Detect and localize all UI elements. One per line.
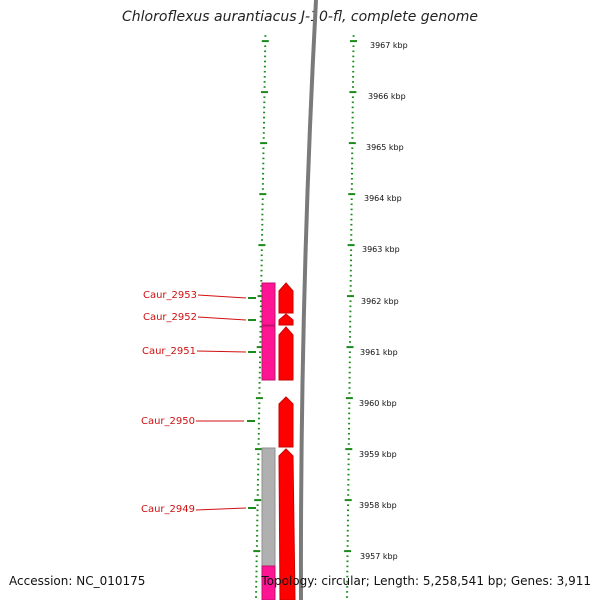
kbp-label: 3957 kbp (360, 552, 398, 561)
gene-arrow-caur-2952[interactable] (278, 313, 294, 326)
kbp-label: 3963 kbp (362, 245, 400, 254)
kbp-label: 3967 kbp (370, 41, 408, 50)
gene-arrow-caur-2951[interactable] (278, 326, 294, 381)
kbp-label: 3959 kbp (359, 450, 397, 459)
accession-text: Accession: NC_010175 (9, 574, 146, 588)
kbp-label: 3965 kbp (366, 143, 404, 152)
gene-leader-line (196, 350, 247, 353)
genome-backbone (298, 0, 318, 600)
gene-label[interactable]: Caur_2952 (143, 312, 197, 323)
cds-block-bottom[interactable] (261, 565, 276, 600)
gene-label[interactable]: Caur_2953 (143, 290, 197, 301)
genome-info-text: Topology: circular; Length: 5,258,541 bp… (261, 574, 591, 588)
gene-label[interactable]: Caur_2951 (142, 346, 196, 357)
map-title: Chloroflexus aurantiacus J-10-fl, comple… (122, 9, 478, 25)
kbp-label: 3960 kbp (359, 399, 397, 408)
gene-labels: Caur_2953 Caur_2952 Caur_2951 Caur_2950 … (141, 290, 256, 515)
gene-arrow-caur-2949[interactable] (278, 448, 296, 600)
kbp-label: 3966 kbp (368, 92, 406, 101)
kbp-label: 3958 kbp (359, 501, 397, 510)
outer-tick-ring (344, 35, 357, 598)
gene-leader-line (197, 316, 247, 321)
gene-label[interactable]: Caur_2950 (141, 416, 195, 427)
gene-leader-line (195, 507, 247, 511)
kbp-labels: 3967 kbp 3966 kbp 3965 kbp 3964 kbp 3963… (359, 41, 408, 561)
gene-arrow-caur-2953[interactable] (278, 282, 294, 314)
kbp-label: 3961 kbp (360, 348, 398, 357)
gene-arrow-caur-2950[interactable] (278, 396, 294, 448)
cds-block-2949[interactable] (261, 447, 276, 567)
inner-tick-ring (253, 35, 269, 598)
kbp-label: 3962 kbp (361, 297, 399, 306)
gene-leader-line (197, 294, 247, 299)
cds-block-2952[interactable] (261, 325, 276, 381)
kbp-label: 3964 kbp (364, 194, 402, 203)
gene-label[interactable]: Caur_2949 (141, 504, 195, 515)
cds-block-2953[interactable] (261, 282, 276, 326)
